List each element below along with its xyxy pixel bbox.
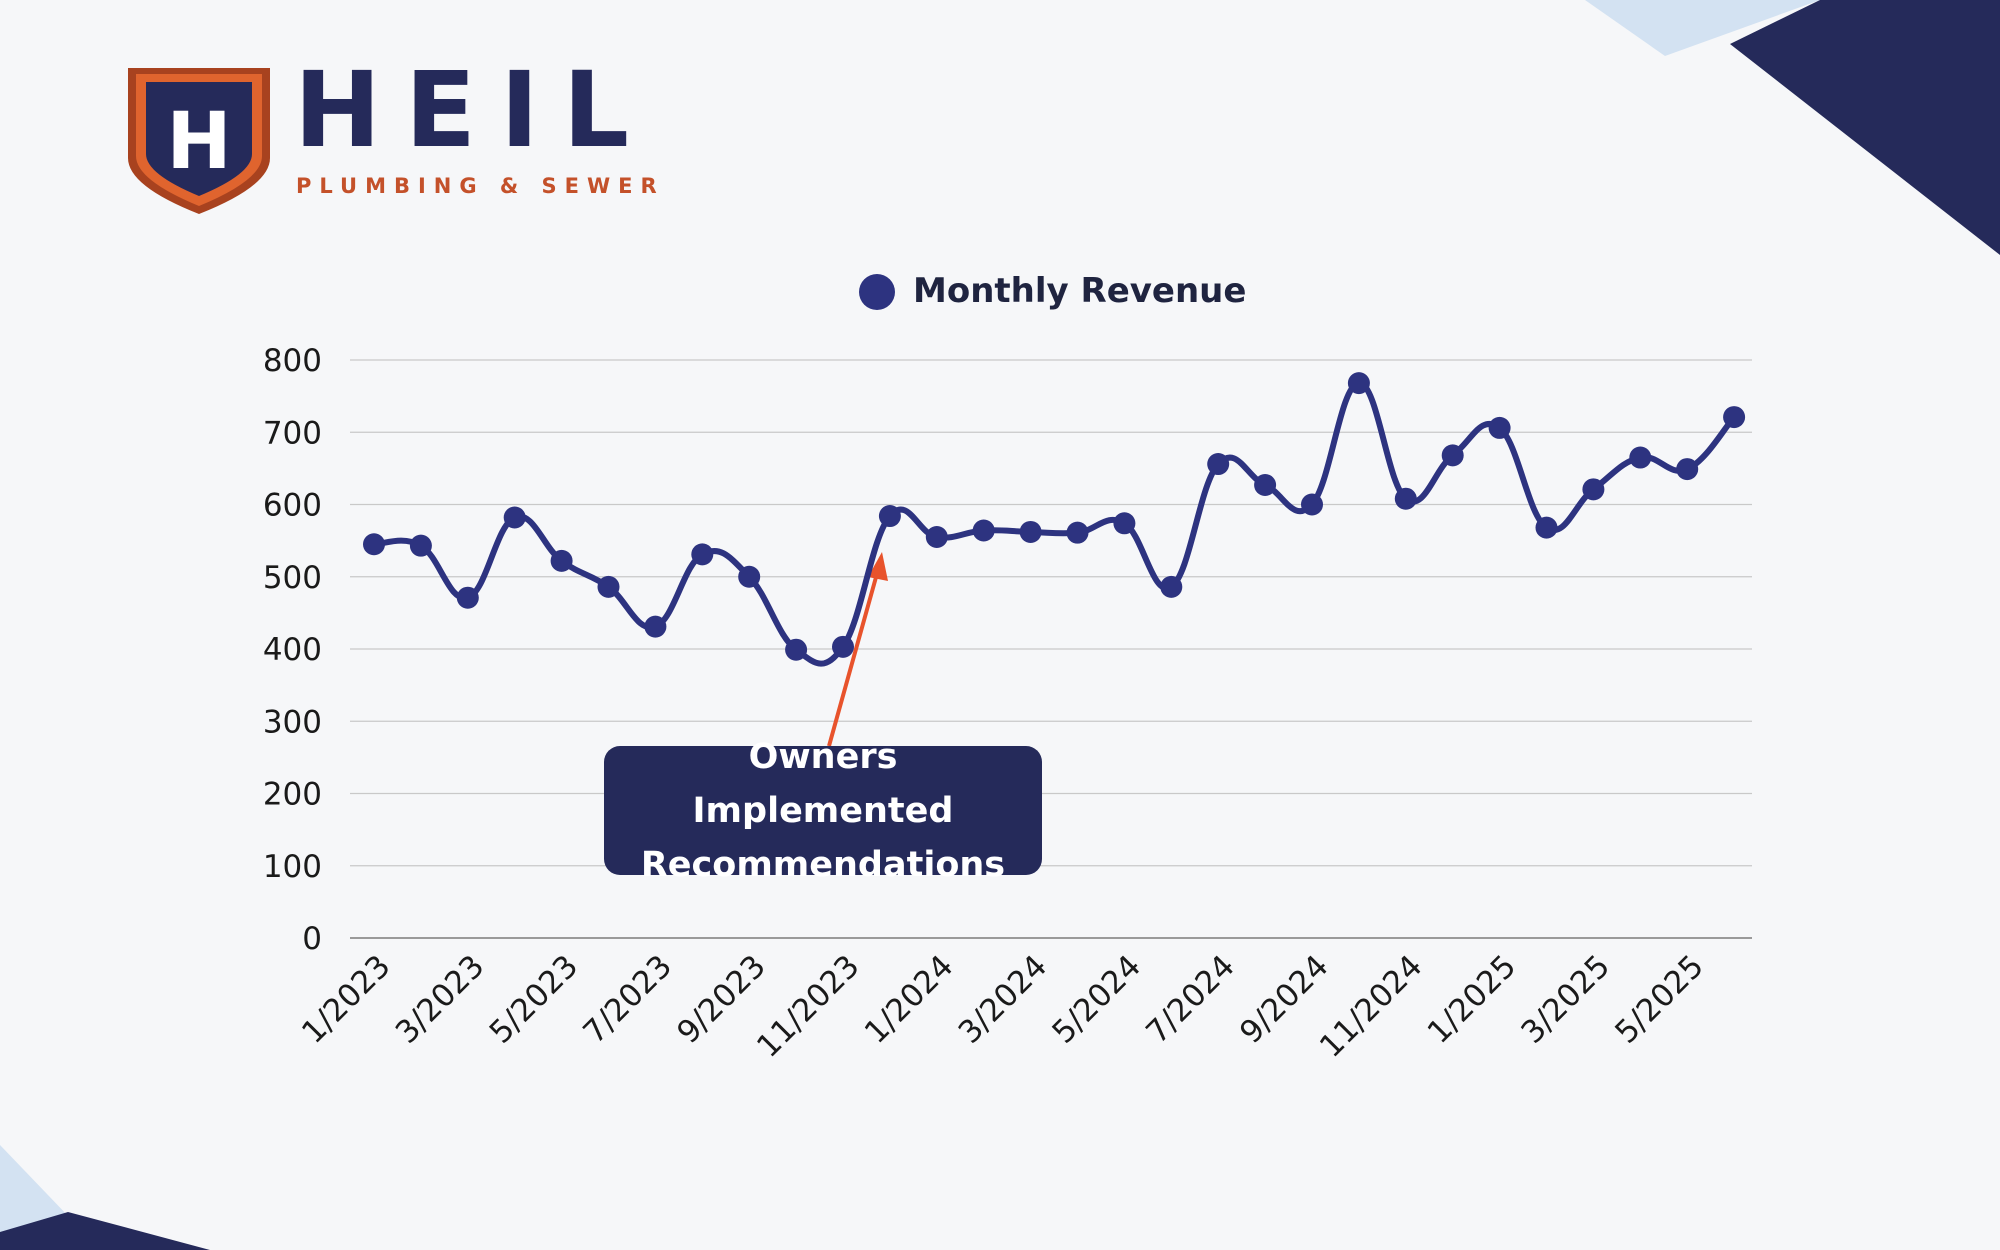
x-tick-label: 1/2024: [858, 948, 961, 1051]
data-point: [409, 534, 432, 557]
data-point: [1582, 478, 1605, 501]
legend-label: Monthly Revenue: [913, 271, 1246, 311]
data-point: [1019, 520, 1042, 543]
data-point: [1066, 521, 1089, 544]
y-tick-label: 800: [263, 343, 322, 379]
y-tick-label: 200: [263, 777, 322, 813]
logo-mark-letter: H: [166, 97, 231, 187]
y-axis-ticks: 0 100 200 300 400 500 600 700 800: [263, 343, 322, 957]
data-point: [1629, 446, 1652, 469]
data-point: [785, 638, 808, 661]
data-point: [1207, 453, 1230, 476]
series-line-monthly-revenue: [371, 380, 1738, 667]
y-tick-label: 500: [263, 560, 322, 596]
y-tick-label: 0: [302, 921, 322, 957]
data-point: [550, 549, 573, 572]
x-tick-label: 1/2025: [1421, 948, 1524, 1051]
data-point: [738, 565, 761, 588]
logo-wordmark: HEIL: [294, 49, 654, 171]
company-logo: H HEIL PLUMBING & SEWER: [126, 58, 666, 224]
x-tick-label: 5/2025: [1608, 948, 1711, 1051]
x-tick-label: 3/2025: [1514, 948, 1617, 1051]
x-tick-label: 3/2023: [389, 948, 492, 1051]
x-tick-label: 1/2023: [295, 948, 398, 1051]
data-point: [1113, 512, 1136, 535]
data-point: [503, 506, 526, 529]
x-tick-label: 5/2023: [483, 948, 586, 1051]
x-axis-ticks: 1/20233/20235/20237/20239/202311/20231/2…: [295, 948, 1711, 1065]
data-point: [832, 635, 854, 658]
x-tick-label: 11/2024: [1313, 948, 1430, 1065]
top-right-light-shape: [1585, 0, 1820, 56]
x-tick-label: 7/2024: [1139, 948, 1242, 1051]
series-points: [363, 372, 1746, 661]
data-point: [1301, 493, 1323, 516]
data-point: [1441, 444, 1464, 467]
y-tick-label: 700: [263, 415, 322, 451]
y-tick-label: 400: [263, 632, 322, 668]
legend-marker: [859, 274, 895, 310]
data-point: [972, 519, 995, 542]
annotation-callout-text: Owners Implemented Recommendations: [640, 736, 1006, 885]
data-point: [1535, 516, 1558, 539]
data-point: [363, 533, 385, 556]
data-point: [1394, 487, 1417, 510]
data-point: [644, 615, 667, 638]
logo-subtitle: PLUMBING & SEWER: [296, 174, 665, 198]
data-point: [691, 543, 714, 566]
x-tick-label: 5/2024: [1045, 948, 1148, 1051]
data-point: [878, 505, 901, 528]
data-point: [1676, 458, 1699, 481]
top-right-navy-shape: [1730, 0, 2000, 255]
x-tick-label: 11/2023: [750, 948, 867, 1065]
data-point: [1254, 473, 1277, 496]
bottom-left-navy-shape: [0, 1212, 210, 1250]
shield-logo-icon: H: [128, 68, 270, 214]
data-point: [1347, 372, 1370, 395]
annotation-arrowhead: [868, 552, 888, 581]
data-point: [1488, 416, 1511, 439]
chart-legend: Monthly Revenue: [859, 271, 1246, 311]
grid-lines: [350, 359, 1752, 939]
data-point: [925, 526, 948, 549]
y-tick-label: 100: [263, 849, 322, 885]
y-tick-label: 300: [263, 704, 322, 740]
x-tick-label: 3/2024: [952, 948, 1055, 1051]
data-point: [456, 586, 479, 609]
y-tick-label: 600: [263, 488, 322, 524]
annotation-callout: Owners Implemented Recommendations: [604, 737, 1042, 885]
data-point: [1160, 575, 1183, 598]
data-point: [597, 575, 620, 598]
data-point: [1723, 406, 1746, 429]
x-tick-label: 7/2023: [576, 948, 679, 1051]
annotation-arrow-shaft: [827, 569, 880, 747]
